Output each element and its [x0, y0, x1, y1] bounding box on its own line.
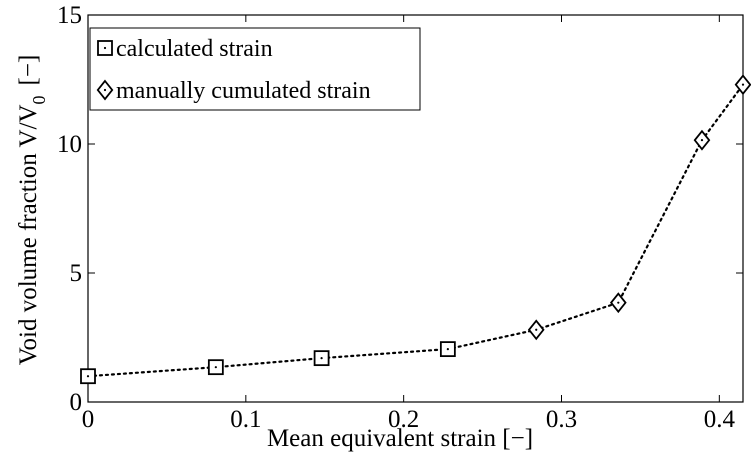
axes-box: [87, 14, 744, 403]
square-marker-center: [214, 366, 217, 369]
x-tick-label: 0.2: [388, 406, 419, 433]
square-marker-center: [86, 375, 90, 378]
plot-lines: [86, 83, 745, 378]
y-axis-label-subscript: 0: [29, 95, 49, 104]
legend-entries: calculated strain manually cumulated stra…: [96, 36, 371, 104]
x-tick-label: 0.3: [546, 406, 577, 433]
x-tick-label: 0.1: [230, 406, 261, 433]
legend-label: manually cumulated strain: [116, 78, 371, 104]
y-axis-label-unit: [−]: [15, 55, 42, 86]
x-tick-label: 0.4: [704, 406, 736, 433]
axes-frame: [87, 14, 744, 403]
data-markers: [80, 74, 751, 385]
square-marker-center: [446, 348, 449, 351]
y-tick-label: 5: [70, 260, 83, 287]
legend-diamond-marker-center: [103, 88, 107, 92]
y-tick-label: 10: [57, 131, 82, 158]
y-axis-label-main: Void volume fraction V/V: [15, 104, 42, 365]
legend-label: calculated strain: [116, 36, 273, 62]
diamond-marker-center: [741, 83, 745, 86]
series-line: [86, 83, 745, 378]
y-tick-label: 15: [57, 2, 82, 29]
legend-square-marker-center: [103, 46, 107, 50]
square-marker-center: [320, 357, 323, 360]
legend: calculated strain manually cumulated stra…: [89, 27, 421, 111]
diamond-marker-center: [700, 139, 704, 142]
x-tick-label: 0: [82, 406, 95, 433]
y-tick-label: 0: [70, 389, 83, 416]
y-axis-label: Void volume fraction V/V0 [−]: [15, 55, 49, 366]
axis-tick-labels: 0 0.1 0.2 0.3 0.4 0 5 10 15: [57, 2, 735, 433]
x-axis-label: Mean equivalent strain [−]: [267, 425, 533, 452]
diamond-marker-center: [535, 328, 538, 331]
legend-box: [89, 27, 421, 111]
diamond-marker-center: [617, 301, 620, 304]
axis-ticks: [87, 14, 743, 403]
